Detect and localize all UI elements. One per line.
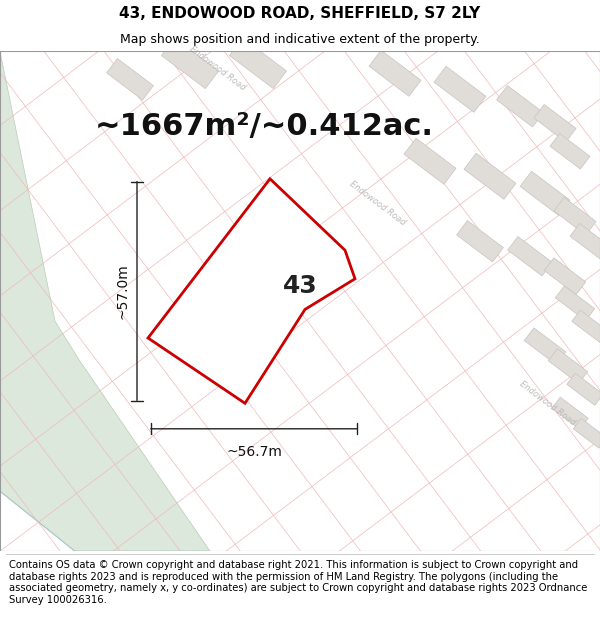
Polygon shape (572, 310, 600, 342)
Polygon shape (434, 66, 486, 112)
Polygon shape (0, 51, 210, 551)
Polygon shape (524, 328, 566, 364)
Polygon shape (554, 198, 596, 235)
Polygon shape (457, 221, 503, 262)
Polygon shape (508, 236, 552, 276)
Polygon shape (567, 373, 600, 406)
Polygon shape (550, 133, 590, 169)
Polygon shape (229, 38, 287, 89)
Polygon shape (534, 104, 576, 142)
Polygon shape (148, 179, 355, 403)
Polygon shape (497, 86, 544, 127)
Polygon shape (574, 418, 600, 448)
Text: Endowood Road: Endowood Road (518, 379, 578, 428)
Polygon shape (520, 171, 570, 215)
Polygon shape (464, 153, 516, 199)
Text: ~57.0m: ~57.0m (115, 263, 129, 319)
Polygon shape (107, 59, 154, 100)
Text: Contains OS data © Crown copyright and database right 2021. This information is : Contains OS data © Crown copyright and d… (9, 560, 587, 605)
Text: ~1667m²/~0.412ac.: ~1667m²/~0.412ac. (95, 112, 434, 141)
Polygon shape (250, 193, 290, 229)
Polygon shape (544, 258, 586, 294)
Text: ~56.7m: ~56.7m (226, 445, 282, 459)
Text: Endowood Road: Endowood Road (348, 179, 408, 228)
Polygon shape (369, 50, 421, 96)
Text: 43, ENDOWOOD ROAD, SHEFFIELD, S7 2LY: 43, ENDOWOOD ROAD, SHEFFIELD, S7 2LY (119, 6, 481, 21)
Polygon shape (552, 397, 588, 429)
Polygon shape (274, 237, 316, 276)
Polygon shape (161, 38, 218, 89)
Polygon shape (570, 223, 600, 259)
Text: 43: 43 (283, 274, 317, 298)
Text: Endowood Road: Endowood Road (188, 44, 248, 92)
Polygon shape (556, 286, 595, 321)
Text: Map shows position and indicative extent of the property.: Map shows position and indicative extent… (120, 34, 480, 46)
Polygon shape (404, 138, 456, 184)
Polygon shape (548, 349, 587, 384)
